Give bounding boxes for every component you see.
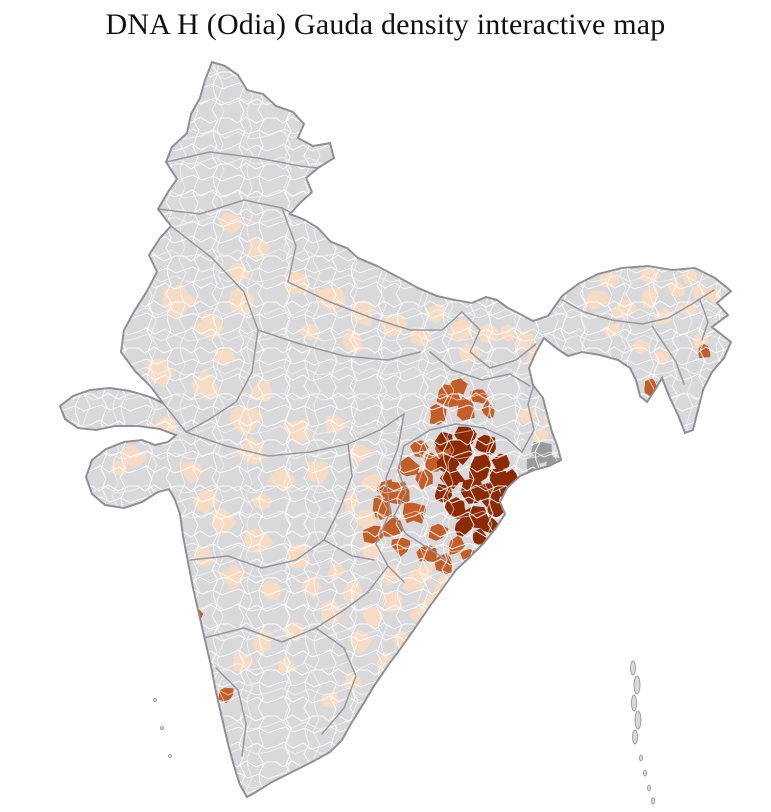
map-title: DNA H (Odia) Gauda density interactive m… bbox=[105, 8, 666, 41]
islands bbox=[153, 660, 655, 805]
district-cell[interactable] bbox=[451, 603, 469, 619]
state-borders bbox=[157, 151, 715, 757]
district-grid-overlay bbox=[60, 62, 731, 797]
